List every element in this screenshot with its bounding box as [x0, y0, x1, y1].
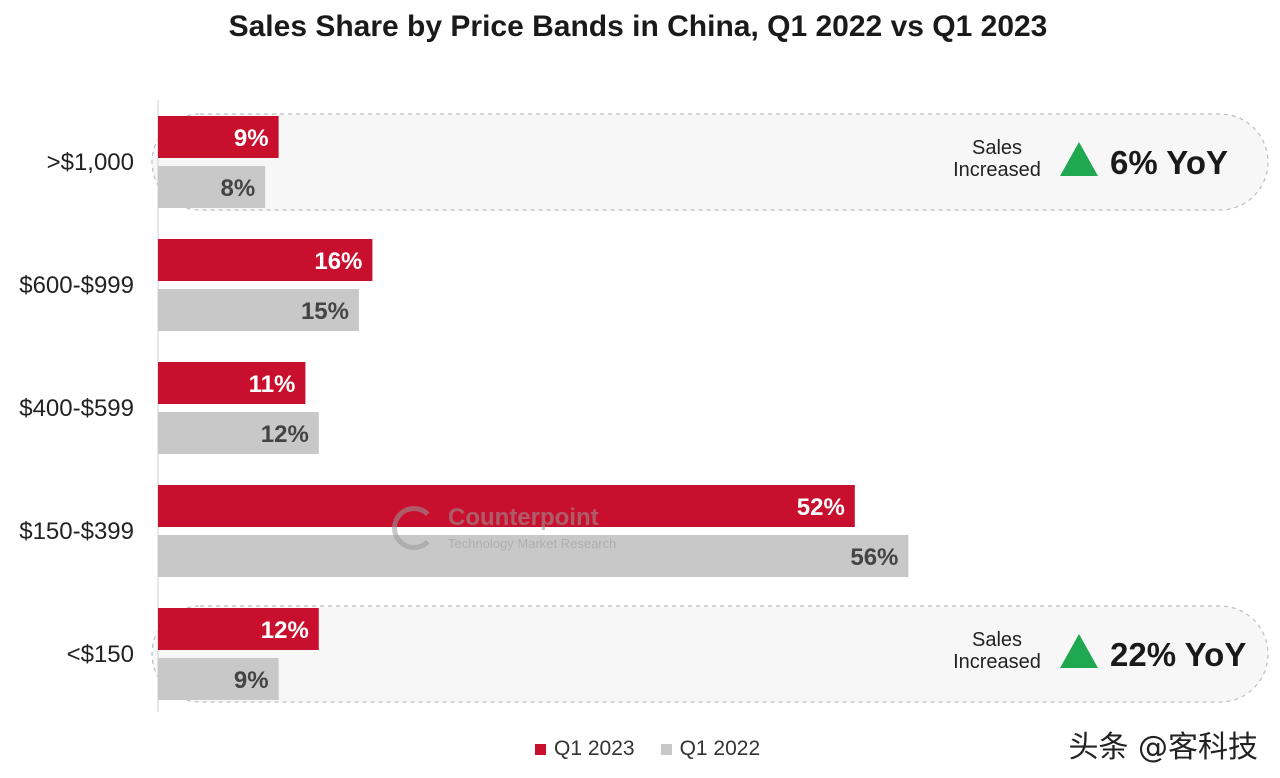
- bar-q1-2023-3: [158, 485, 855, 527]
- legend-item-q1-2023: Q1 2023: [535, 737, 635, 761]
- bar-chart: >$1,000 9% 8% $600-$999 16% 15% $400-$599 11% 12…: [19, 100, 1269, 712]
- bar-q1-2022-3: [158, 535, 909, 577]
- data-label-q1-2023-1: 16%: [314, 248, 362, 275]
- data-label-q1-2022-1: 15%: [301, 298, 349, 325]
- annotation-line2-1: Increased: [953, 651, 1041, 673]
- category-label-2: $400-$599: [19, 395, 134, 422]
- category-label-0: >$1,000: [47, 149, 134, 176]
- annotation-band-0: [151, 113, 1269, 211]
- legend-label-q1-2023: Q1 2023: [554, 737, 635, 760]
- category-label-4: <$150: [67, 641, 134, 668]
- chart-legend: Q1 2023 Q1 2022: [535, 737, 760, 761]
- data-label-q1-2022-2: 12%: [261, 421, 309, 448]
- annotation-value-1: 22% YoY: [1110, 636, 1246, 673]
- legend-swatch-q1-2023: [535, 743, 546, 755]
- data-label-q1-2023-0: 9%: [234, 125, 269, 152]
- bar-q1-2023-0: [158, 116, 279, 158]
- watermark-name: Counterpoint: [448, 504, 599, 531]
- annotation-line2-0: Increased: [953, 159, 1041, 181]
- annotation-value-0: 6% YoY: [1110, 144, 1228, 181]
- data-label-q1-2022-4: 9%: [234, 667, 269, 694]
- annotation-line1-0: Sales: [972, 137, 1022, 159]
- bar-q1-2022-2: [158, 412, 319, 454]
- data-label-q1-2023-2: 11%: [249, 371, 296, 398]
- bar-q1-2023-1: [158, 239, 373, 281]
- chart-title: Sales Share by Price Bands in China, Q1 …: [228, 10, 1048, 43]
- source-mark: 头条 @客科技: [1068, 730, 1258, 765]
- annotation-band-1: [151, 605, 1269, 703]
- category-label-3: $150-$399: [19, 518, 134, 545]
- bar-q1-2022-0: [158, 166, 266, 208]
- watermark-tagline: Technology Market Research: [448, 536, 617, 551]
- annotation-line1-1: Sales: [972, 629, 1022, 651]
- bar-q1-2023-4: [158, 608, 319, 650]
- category-label-1: $600-$999: [19, 272, 134, 299]
- data-label-q1-2022-0: 8%: [221, 175, 256, 202]
- green-up-triangle-icon: [1060, 142, 1098, 176]
- data-label-q1-2023-3: 52%: [797, 494, 845, 521]
- bar-q1-2022-4: [158, 658, 279, 700]
- green-up-triangle-icon: [1060, 634, 1098, 668]
- legend-label-q1-2022: Q1 2022: [679, 737, 761, 760]
- data-label-q1-2023-4: 12%: [261, 617, 309, 644]
- legend-item-q1-2022: Q1 2022: [660, 737, 761, 761]
- data-label-q1-2022-3: 56%: [850, 544, 898, 571]
- bar-q1-2023-2: [158, 362, 306, 404]
- bar-q1-2022-1: [158, 289, 359, 331]
- legend-swatch-q1-2022: [660, 743, 672, 755]
- counterpoint-logo-icon: [392, 506, 436, 550]
